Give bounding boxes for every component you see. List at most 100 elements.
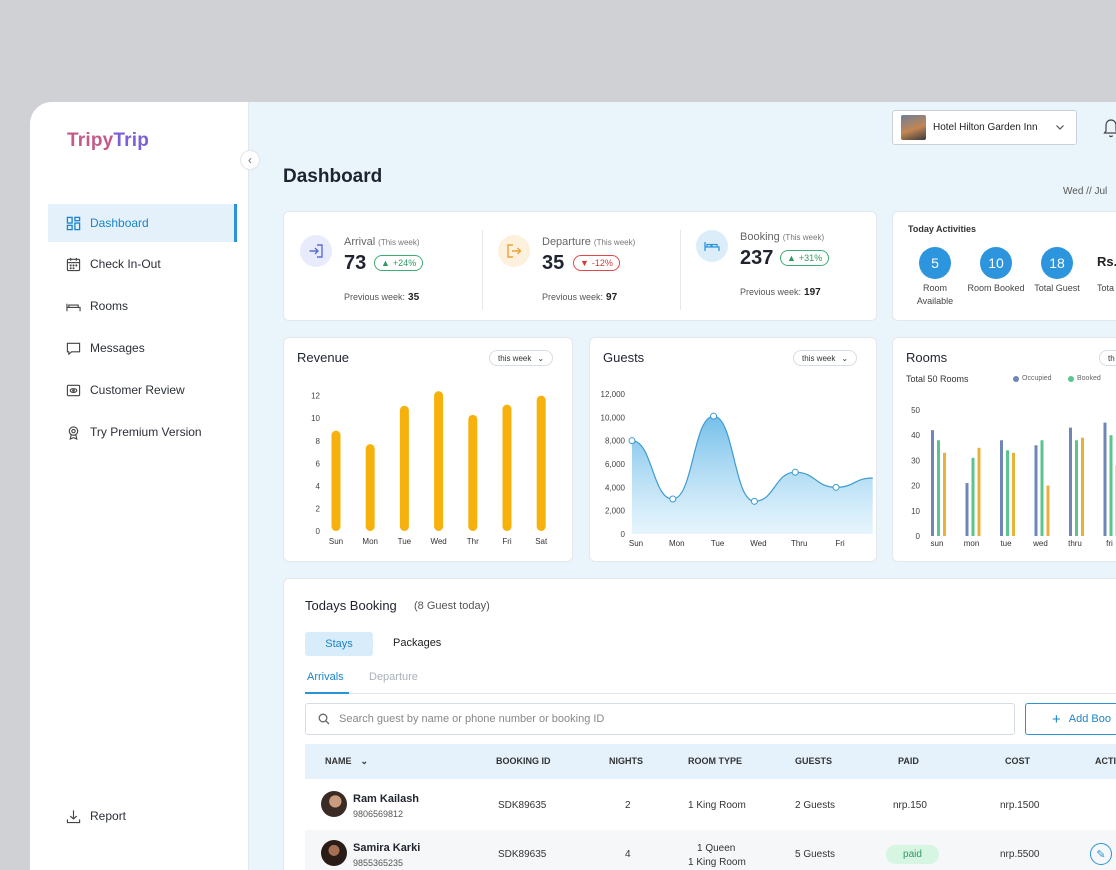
x-tick-label: Tue	[711, 539, 725, 548]
guests-point	[750, 497, 758, 505]
departure-icon	[498, 235, 530, 267]
room-type: 1 Queen	[697, 843, 736, 854]
stat-value: 35	[542, 252, 565, 274]
subtab-departure[interactable]: Departure	[369, 671, 418, 683]
paid: nrp.150	[893, 800, 927, 811]
guests-period-select[interactable]: this week ⌄	[793, 350, 858, 366]
rooms-bar	[977, 447, 981, 536]
revenue-bar	[331, 430, 341, 531]
cost: nrp.1500	[1000, 800, 1040, 811]
tab-packages[interactable]: Packages	[393, 637, 442, 649]
x-tick-label: Fri	[835, 539, 845, 548]
legend-occupied: Occupied	[1013, 375, 1052, 382]
room-type: 1 King Room	[688, 800, 746, 811]
stat-label: Arrival (This week)	[344, 236, 420, 248]
rooms-bar	[1040, 440, 1044, 536]
sidebar-item-report[interactable]: Report	[48, 797, 237, 835]
paid-badge: paid	[886, 845, 939, 864]
total-guest-count: 18	[1041, 247, 1073, 279]
rooms-period-select[interactable]: th	[1099, 350, 1116, 366]
todays-booking-card: Todays Booking (8 Guest today) Stays Pac…	[283, 578, 1116, 870]
x-tick-label: Wed	[430, 537, 446, 546]
sidebar-item-label: Rooms	[90, 299, 129, 313]
add-booking-button[interactable]: + Add Boo	[1025, 703, 1116, 735]
x-tick-label: fri	[1106, 539, 1113, 548]
legend-dot	[1013, 375, 1019, 382]
column-guests: GUESTS	[795, 756, 833, 766]
y-tick-label: 20	[911, 482, 920, 491]
sidebar-item-messages[interactable]: Messages	[48, 329, 237, 367]
x-tick-label: Mon	[669, 539, 685, 548]
chevron-down-icon: ⌄	[360, 756, 369, 766]
stat-departure: Departure (This week) 35 ▼ -12% Previous w…	[482, 212, 680, 320]
edit-button[interactable]: ✎	[1090, 843, 1112, 865]
rooms-bar	[1000, 440, 1003, 536]
divider	[482, 230, 483, 310]
guests-title: Guests	[603, 350, 645, 365]
rooms-bar	[1081, 437, 1084, 536]
rooms-chart: 0 10 20 30 40 50 sun mon tue wed thru fri	[911, 406, 1116, 548]
y-tick-label: 0	[621, 530, 626, 539]
column-action: ACTI	[1095, 756, 1116, 766]
today-activities-card: Today Activities 5 Room Available 10 Roo…	[892, 211, 1116, 321]
x-tick-label: Tue	[398, 537, 412, 546]
bell-icon[interactable]	[1103, 118, 1116, 138]
sidebar-item-check-in-out[interactable]: Check In-Out	[48, 245, 237, 283]
booking-count: (8 Guest today)	[414, 600, 490, 612]
y-tick-label: 8	[316, 437, 321, 446]
rooms-subtitle: Total 50 Rooms	[906, 374, 969, 384]
guests-chart: 0 2,000 4,000 6,000 8,000 10,000 12,000 Sun Mon T…	[601, 390, 873, 548]
table-row[interactable]: Ram Kailash 9806569812 SDK89635 2 1 King…	[305, 781, 1116, 830]
sidebar-item-rooms[interactable]: Rooms	[48, 287, 237, 325]
x-tick-label: tue	[1000, 539, 1012, 548]
y-tick-label: 40	[911, 431, 920, 440]
chevron-down-icon	[1056, 125, 1064, 130]
search-input[interactable]: Search guest by name or phone number or …	[305, 703, 1015, 735]
collapse-sidebar-button[interactable]: ‹	[240, 150, 260, 170]
subtab-active-indicator	[305, 692, 349, 694]
revenue-period-select[interactable]: this week ⌄	[489, 350, 554, 366]
total-guest-label: Total Guest	[1034, 283, 1080, 293]
app-logo[interactable]: TripyTrip	[67, 130, 150, 151]
column-cost: COST	[1005, 756, 1031, 766]
grid-icon	[65, 215, 81, 231]
change-badge: ▲ +24%	[374, 255, 424, 271]
guests-card: Guests this week ⌄ 0 2,000 4,000 6,000 8,000 1…	[589, 337, 877, 562]
rooms-bar	[1075, 440, 1078, 536]
booking-title: Todays Booking	[305, 598, 397, 613]
x-tick-label: Sun	[629, 539, 643, 548]
revenue-title: Revenue	[297, 350, 350, 365]
rooms-available-count: 5	[919, 247, 951, 279]
tab-stays[interactable]: Stays	[305, 632, 373, 656]
table-row[interactable]: Samira Karki 9855365235 SDK89635 4 1 Que…	[305, 830, 1116, 870]
guest-phone: 9855365235	[353, 858, 404, 868]
y-tick-label: 6	[316, 459, 321, 468]
bed-icon	[696, 230, 728, 262]
review-icon	[65, 382, 81, 398]
sidebar-item-dashboard[interactable]: Dashboard	[48, 204, 237, 242]
sidebar-item-premium[interactable]: Try Premium Version	[48, 413, 237, 451]
y-tick-label: 2,000	[605, 507, 626, 516]
y-tick-label: 10,000	[601, 413, 626, 422]
x-tick-label: Wed	[750, 539, 766, 548]
sidebar-item-customer-review[interactable]: Customer Review	[48, 371, 237, 409]
previous-week: Previous week: 35	[344, 292, 420, 303]
hotel-select[interactable]: Hotel Hilton Garden Inn	[892, 110, 1077, 145]
message-icon	[65, 340, 81, 356]
y-tick-label: 50	[911, 406, 920, 415]
sidebar-item-label: Messages	[90, 341, 145, 355]
sidebar-item-label: Try Premium Version	[90, 425, 202, 439]
x-tick-label: Fri	[502, 537, 512, 546]
app-window: TripyTrip Dashboard Check In-Out Rooms M…	[30, 102, 1116, 870]
subtab-arrivals[interactable]: Arrivals	[307, 671, 344, 683]
column-name[interactable]: NAME ⌄	[325, 756, 369, 766]
triangle-up-icon: ▲	[381, 258, 390, 268]
x-tick-label: sun	[931, 539, 944, 548]
rooms-bar	[965, 483, 969, 536]
column-nights: NIGHTS	[609, 756, 644, 766]
x-tick-label: wed	[1032, 539, 1048, 548]
guests: 2 Guests	[795, 800, 836, 811]
previous-week: Previous week: 97	[542, 292, 618, 303]
download-icon	[65, 808, 81, 824]
badge-icon	[65, 424, 81, 440]
